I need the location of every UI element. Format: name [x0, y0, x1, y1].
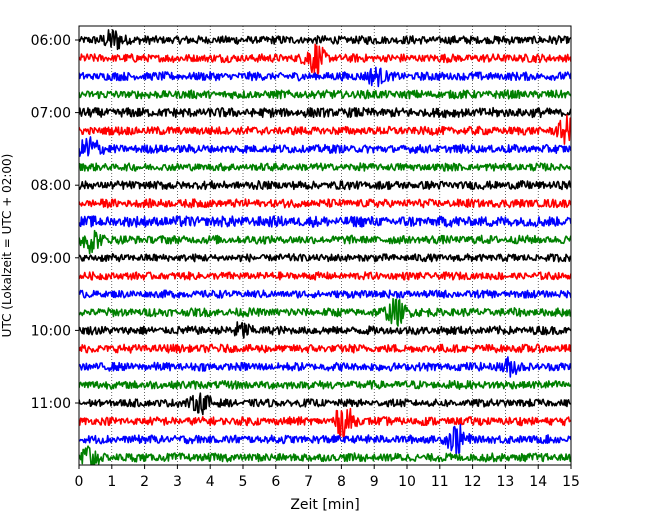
- x-tick-label-12: 12: [464, 474, 482, 490]
- y-tick-label-0700: 07:00: [31, 106, 71, 122]
- trace-0715: [79, 114, 571, 145]
- y-tick-label-0900: 09:00: [31, 251, 71, 267]
- y-axis-title: UTC (Lokalzeit = UTC + 02:00): [0, 154, 14, 338]
- x-tick-label-15: 15: [562, 474, 580, 490]
- trace-0845: [79, 229, 571, 255]
- x-tick-label-14: 14: [529, 474, 547, 490]
- y-tick-label-0800: 08:00: [31, 178, 71, 194]
- x-axis-title: Zeit [min]: [290, 497, 359, 513]
- trace-0615: [79, 43, 571, 76]
- vertical-grid: [111, 26, 539, 465]
- x-tick-label-4: 4: [206, 474, 215, 490]
- trace-0645: [79, 89, 571, 100]
- trace-1145: [79, 445, 571, 465]
- trace-0745: [79, 162, 571, 172]
- y-tick-label-0600: 06:00: [31, 33, 71, 49]
- trace-0815: [79, 198, 571, 209]
- x-tick-label-6: 6: [271, 474, 280, 490]
- x-tick-label-11: 11: [431, 474, 449, 490]
- trace-1115: [79, 407, 571, 440]
- trace-0700: [79, 106, 571, 119]
- x-tick-label-10: 10: [398, 474, 416, 490]
- trace-1045: [79, 379, 571, 391]
- trace-1100: [79, 392, 571, 416]
- trace-0945: [79, 297, 571, 327]
- x-axis: 0 1 2 3 4 5 6 7 8 9 10 11 12 13 14 15: [75, 465, 580, 490]
- x-tick-label-3: 3: [173, 474, 182, 490]
- trace-0900: [79, 253, 571, 263]
- trace-0800: [79, 180, 571, 191]
- x-tick-label-1: 1: [107, 474, 116, 490]
- trace-0830: [79, 215, 571, 228]
- seismogram-traces: [79, 29, 571, 465]
- x-tick-label-2: 2: [140, 474, 149, 490]
- x-tick-label-0: 0: [75, 474, 84, 490]
- trace-0915: [79, 271, 571, 281]
- y-tick-label-1000: 10:00: [31, 323, 71, 339]
- y-tick-label-1100: 11:00: [31, 396, 71, 412]
- trace-0730: [79, 136, 571, 157]
- plot-frame: [78, 25, 572, 466]
- trace-0600: [79, 29, 571, 51]
- x-tick-label-8: 8: [337, 474, 346, 490]
- trace-0930: [79, 289, 571, 299]
- y-axis: 06:00 07:00 08:00 09:00 10:00 11:00: [31, 33, 79, 412]
- x-tick-label-7: 7: [304, 474, 313, 490]
- x-tick-label-13: 13: [496, 474, 514, 490]
- trace-1130: [79, 423, 571, 457]
- x-tick-label-9: 9: [370, 474, 379, 490]
- trace-1030: [79, 356, 571, 378]
- trace-1015: [79, 343, 571, 354]
- trace-1000: [79, 321, 571, 339]
- trace-0630: [79, 66, 571, 88]
- x-tick-label-5: 5: [239, 474, 248, 490]
